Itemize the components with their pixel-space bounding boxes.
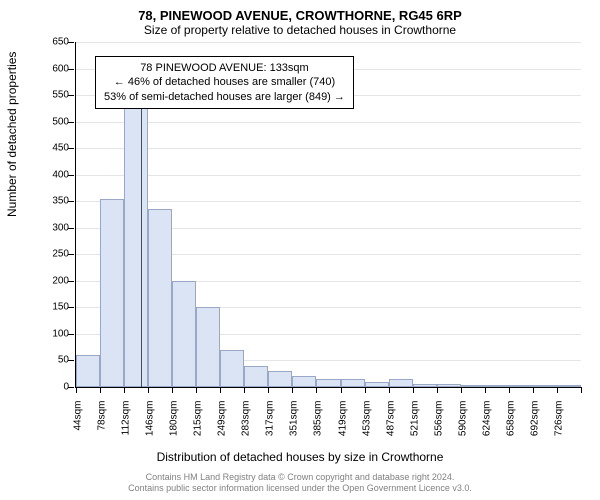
- y-tick-label: 200: [39, 275, 69, 286]
- x-tick: [220, 387, 221, 393]
- x-tick-label: 112sqm: [121, 401, 132, 451]
- y-axis-title: Number of detached properties: [5, 52, 19, 217]
- y-tick-label: 600: [39, 63, 69, 74]
- x-tick: [389, 387, 390, 393]
- annotation-property: 78 PINEWOOD AVENUE: 133sqm: [104, 61, 345, 75]
- y-tick-label: 500: [39, 116, 69, 127]
- x-tick-label: 44sqm: [73, 401, 84, 451]
- footer-line1: Contains HM Land Registry data © Crown c…: [0, 472, 600, 483]
- grid-line: [76, 148, 581, 149]
- x-tick-label: 521sqm: [409, 401, 420, 451]
- x-tick-label: 453sqm: [361, 401, 372, 451]
- histogram-bar: [76, 355, 100, 387]
- x-tick: [292, 387, 293, 393]
- x-tick: [365, 387, 366, 393]
- x-tick: [485, 387, 486, 393]
- y-tick-label: 450: [39, 143, 69, 154]
- x-tick-label: 78sqm: [97, 401, 108, 451]
- x-tick: [341, 387, 342, 393]
- x-tick-label: 249sqm: [217, 401, 228, 451]
- histogram-bar: [509, 385, 533, 387]
- histogram-bar: [148, 209, 172, 387]
- x-tick-label: 419sqm: [337, 401, 348, 451]
- x-tick: [437, 387, 438, 393]
- annotation-box: 78 PINEWOOD AVENUE: 133sqm ← 46% of deta…: [95, 56, 354, 109]
- x-tick: [509, 387, 510, 393]
- footer-attribution: Contains HM Land Registry data © Crown c…: [0, 472, 600, 494]
- x-tick-label: 692sqm: [529, 401, 540, 451]
- y-tick-label: 150: [39, 302, 69, 313]
- histogram-bar: [196, 307, 220, 387]
- annotation-smaller: ← 46% of detached houses are smaller (74…: [104, 75, 345, 89]
- histogram-bar: [533, 385, 557, 387]
- histogram-bar: [437, 384, 461, 387]
- x-tick-label: 385sqm: [313, 401, 324, 451]
- footer-line2: Contains public sector information licen…: [0, 483, 600, 494]
- x-tick: [148, 387, 149, 393]
- annotation-larger: 53% of semi-detached houses are larger (…: [104, 90, 345, 104]
- x-tick: [124, 387, 125, 393]
- x-tick: [100, 387, 101, 393]
- histogram-bar: [220, 350, 244, 387]
- x-tick-label: 215sqm: [193, 401, 204, 451]
- histogram-bar: [316, 379, 340, 387]
- grid-line: [76, 122, 581, 123]
- chart-subtitle: Size of property relative to detached ho…: [0, 23, 600, 37]
- histogram-bar: [389, 379, 413, 387]
- grid-line: [76, 42, 581, 43]
- histogram-bar: [461, 385, 485, 387]
- x-tick: [533, 387, 534, 393]
- x-tick: [76, 387, 77, 393]
- y-tick-label: 350: [39, 196, 69, 207]
- x-tick-label: 317sqm: [265, 401, 276, 451]
- x-tick-label: 624sqm: [481, 401, 492, 451]
- chart-title-address: 78, PINEWOOD AVENUE, CROWTHORNE, RG45 6R…: [0, 8, 600, 23]
- y-tick-label: 300: [39, 222, 69, 233]
- x-tick: [557, 387, 558, 393]
- x-tick-label: 180sqm: [169, 401, 180, 451]
- x-tick: [268, 387, 269, 393]
- x-tick-label: 590sqm: [457, 401, 468, 451]
- histogram-bar: [341, 379, 365, 387]
- histogram-bar: [244, 366, 268, 387]
- y-tick-label: 250: [39, 249, 69, 260]
- x-tick-label: 283sqm: [241, 401, 252, 451]
- histogram-bar: [268, 371, 292, 387]
- x-tick: [581, 387, 582, 393]
- grid-line: [76, 175, 581, 176]
- y-tick-label: 400: [39, 169, 69, 180]
- x-tick: [244, 387, 245, 393]
- histogram-bar: [485, 385, 509, 387]
- x-tick-label: 487sqm: [385, 401, 396, 451]
- histogram-bar: [100, 199, 124, 387]
- x-axis-title: Distribution of detached houses by size …: [0, 450, 600, 464]
- x-tick-label: 146sqm: [145, 401, 156, 451]
- x-tick: [413, 387, 414, 393]
- x-tick: [316, 387, 317, 393]
- grid-line: [76, 201, 581, 202]
- histogram-bar: [172, 281, 196, 387]
- histogram-bar: [557, 385, 581, 387]
- x-tick-label: 726sqm: [553, 401, 564, 451]
- x-tick: [172, 387, 173, 393]
- x-tick: [196, 387, 197, 393]
- y-tick-label: 650: [39, 37, 69, 48]
- y-tick-label: 100: [39, 328, 69, 339]
- histogram-bar: [413, 384, 437, 387]
- x-tick: [461, 387, 462, 393]
- y-tick-label: 0: [39, 382, 69, 393]
- y-tick-label: 50: [39, 355, 69, 366]
- x-tick-label: 556sqm: [433, 401, 444, 451]
- y-tick-label: 550: [39, 90, 69, 101]
- x-tick-label: 351sqm: [289, 401, 300, 451]
- histogram-bar: [124, 92, 148, 387]
- histogram-bar: [365, 382, 389, 387]
- x-tick-label: 658sqm: [505, 401, 516, 451]
- histogram-bar: [292, 376, 316, 387]
